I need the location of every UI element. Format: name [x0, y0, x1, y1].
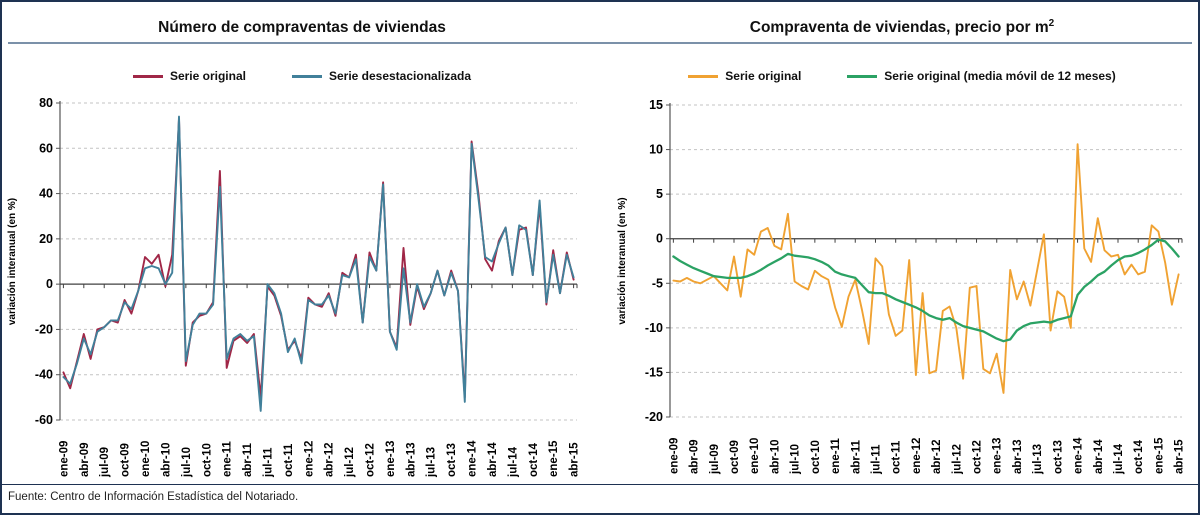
y-axis-tick-label: 20	[39, 232, 53, 246]
sales-volume-line-chart: -60 -40 -20 0 20 40 60 80 ene-09 abr-09 jul-09 oct-…	[7, 96, 581, 478]
legend-label: Serie desestacionalizada	[328, 69, 472, 83]
x-axis-tick-label: abr-14	[1093, 439, 1105, 474]
y-axis-tick-label: 80	[39, 96, 53, 110]
x-axis-tick-label: jul-11	[262, 447, 274, 478]
x-axis-tick-label: oct-11	[283, 443, 295, 477]
left-chart-title-text: Número de compraventas de viviendas	[158, 19, 446, 37]
x-axis-tick-label: oct-13	[1052, 440, 1064, 474]
x-axis-tick-label: oct-13	[446, 443, 458, 477]
x-axis-tick-label: ene-13	[992, 438, 1004, 474]
legend-item: Serie original	[688, 69, 801, 83]
x-axis-tick-label: oct-14	[1133, 440, 1145, 474]
y-axis-tick-label: 15	[649, 98, 663, 112]
x-axis-tick-label: ene-12	[303, 441, 315, 477]
series-color-swatch	[291, 74, 322, 78]
y-axis-tick-label: 0	[656, 232, 663, 246]
x-axis-tick-label: abr-10	[160, 442, 172, 477]
x-axis-tick-label: abr-13	[405, 442, 417, 477]
x-axis-tick-label: abr-12	[324, 442, 336, 477]
series-color-swatch	[688, 74, 719, 78]
x-axis-tick-label: ene-10	[749, 438, 761, 474]
x-axis-tick-label: ene-15	[1153, 437, 1165, 474]
x-axis-tick-label: oct-10	[201, 443, 213, 477]
y-axis-tick-label: 5	[656, 187, 663, 201]
x-axis-tick-label: ene-11	[222, 441, 234, 477]
x-axis-tick-label: ene-13	[385, 441, 397, 477]
legend-label: Serie original	[169, 69, 246, 83]
x-axis-tick-label: ene-10	[140, 441, 152, 477]
x-axis-tick-label: abr-09	[689, 439, 701, 474]
series-color-swatch	[132, 74, 163, 78]
x-axis-tick-label: jul-09	[709, 444, 721, 475]
y-axis-tick-label: -40	[35, 368, 53, 382]
x-axis-tick-label: abr-15	[569, 442, 581, 477]
title-divider-line	[8, 42, 1192, 44]
x-axis-tick-label: jul-13	[426, 447, 438, 478]
source-note: Fuente: Centro de Información Estadístic…	[8, 491, 299, 503]
series-line-0	[672, 143, 1180, 394]
y-axis-tick-label: -5	[652, 276, 663, 290]
x-axis-tick-label: jul-10	[181, 447, 193, 478]
left-chart-legend: Serie original Serie desestacionalizada	[2, 66, 602, 86]
x-axis-tick-label: abr-15	[1174, 439, 1186, 474]
y-axis-tick-label: -20	[35, 322, 53, 336]
legend-label: Serie original (media móvil de 12 meses)	[884, 69, 1116, 83]
x-axis-tick-label: oct-11	[891, 440, 903, 474]
y-axis-tick-label: 0	[46, 277, 53, 291]
x-axis-tick-label: ene-14	[1073, 437, 1085, 474]
x-axis-tick-label: jul-10	[790, 444, 802, 475]
x-axis-tick-label: jul-14	[507, 446, 519, 478]
x-axis-tick-label: oct-14	[528, 443, 540, 477]
y-axis-tick-label: -60	[35, 413, 53, 427]
series-line-0	[62, 117, 575, 399]
x-axis-tick-label: jul-09	[99, 447, 111, 478]
source-footer: Fuente: Centro de Información Estadístic…	[2, 484, 1198, 513]
x-axis-tick-label: abr-14	[487, 442, 499, 477]
x-axis-tick-label: oct-12	[972, 440, 984, 474]
x-axis-tick-label: abr-11	[850, 440, 862, 474]
y-axis-tick-label: 10	[649, 143, 663, 157]
x-axis-tick-label: jul-12	[951, 444, 963, 475]
y-axis-title: variación interanual (en %)	[7, 198, 18, 325]
y-axis-tick-label: 60	[39, 141, 53, 155]
legend-item: Serie desestacionalizada	[291, 69, 472, 83]
legend-label: Serie original	[725, 69, 802, 83]
y-axis-tick-label: -10	[645, 321, 663, 335]
x-axis-tick-label: abr-09	[79, 442, 91, 477]
legend-item: Serie original (media móvil de 12 meses)	[847, 69, 1116, 83]
series-line-1	[672, 238, 1180, 343]
x-axis-tick-label: ene-09	[668, 438, 680, 474]
right-chart-legend: Serie original Serie original (media móv…	[602, 66, 1198, 86]
x-axis-tick-label: oct-09	[729, 440, 741, 474]
series-line-1	[62, 115, 575, 412]
y-axis-title: variación interanual (en %)	[617, 197, 628, 324]
x-axis-tick-label: jul-11	[870, 444, 882, 475]
left-chart-title: Número de compraventas de viviendas	[2, 10, 602, 38]
x-axis-tick-label: oct-09	[120, 443, 132, 477]
y-axis-tick-label: -20	[645, 410, 663, 424]
x-axis-tick-label: ene-12	[911, 438, 923, 474]
x-axis-tick-label: oct-10	[810, 440, 822, 474]
x-axis-tick-label: ene-09	[58, 441, 70, 477]
series-color-swatch	[847, 74, 878, 78]
x-axis-tick-label: oct-12	[365, 443, 377, 477]
x-axis-tick-label: abr-12	[931, 439, 943, 474]
x-axis-tick-label: abr-11	[242, 443, 254, 477]
x-axis-tick-label: ene-15	[548, 440, 560, 477]
x-axis-tick-label: jul-12	[344, 447, 356, 478]
x-axis-tick-label: ene-11	[830, 438, 842, 474]
x-axis-tick-label: abr-10	[769, 439, 781, 474]
right-chart-title-superscript: 2	[1048, 18, 1055, 29]
y-axis-tick-label: 40	[39, 187, 53, 201]
x-axis-tick-label: jul-13	[1032, 444, 1044, 475]
x-axis-tick-label: jul-14	[1113, 443, 1125, 475]
right-chart-title-text: Compraventa de viviendas, precio por m	[749, 19, 1049, 37]
right-chart-title: Compraventa de viviendas, precio por m2	[602, 10, 1198, 38]
x-axis-tick-label: ene-14	[467, 440, 479, 477]
legend-item: Serie original	[132, 69, 246, 83]
price-per-m2-line-chart: -20 -15 -10 -5 0 5 10 15 ene-09 abr-09 jul-09 oct-0…	[617, 98, 1186, 475]
x-axis-tick-label: abr-13	[1012, 439, 1024, 474]
y-axis-tick-label: -15	[645, 365, 663, 379]
